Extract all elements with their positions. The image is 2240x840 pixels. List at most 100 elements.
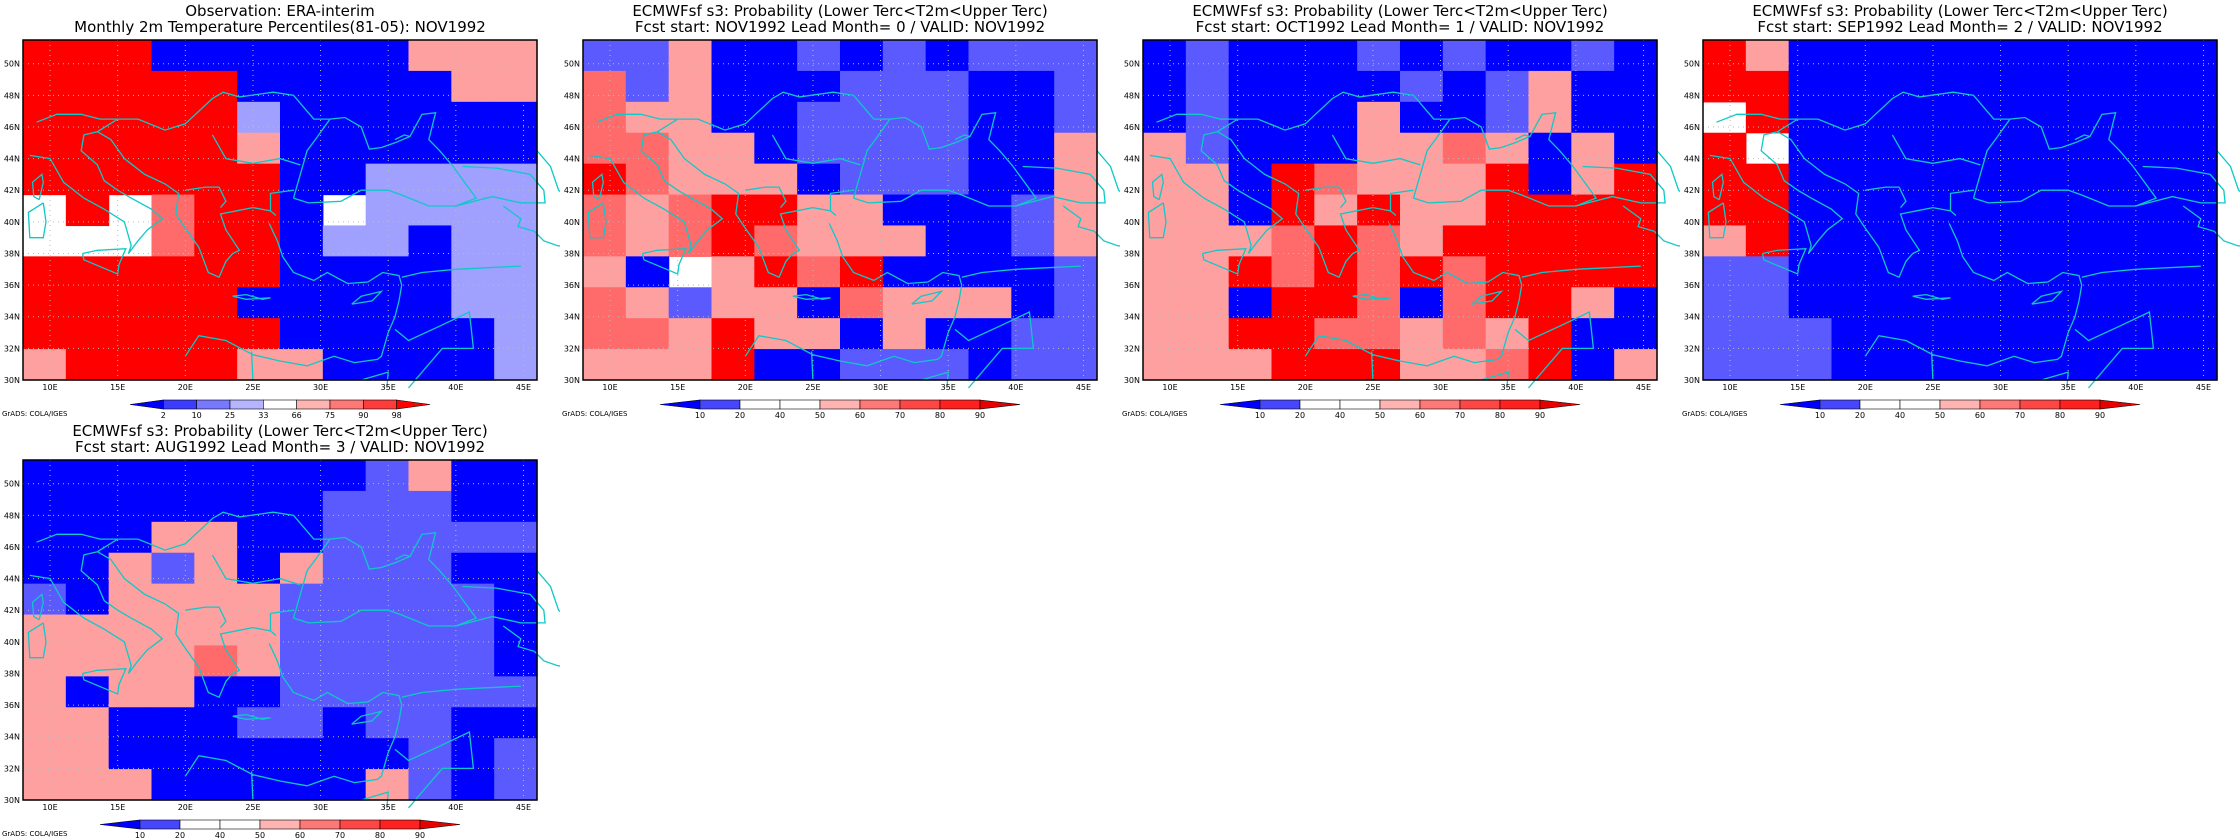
grid-cell: [494, 521, 538, 554]
lon-tick-label: 30E: [1993, 383, 2008, 392]
lon-tick-label: 20E: [1858, 383, 1873, 392]
grid-cell: [322, 163, 367, 196]
grid-cell: [365, 707, 410, 739]
grid-cell: [668, 194, 713, 227]
grid-cell: [23, 676, 67, 708]
colorbar-label: 40: [775, 411, 785, 420]
grid-cell: [1874, 256, 1918, 288]
grid-cell: [1442, 163, 1487, 196]
grid-cell: [1788, 256, 1833, 288]
lat-tick-label: 42N: [1684, 186, 1700, 195]
grid-cell: [1271, 349, 1315, 381]
grid-cell: [108, 676, 153, 708]
colorbar-segment: [1539, 399, 1581, 410]
lat-tick-label: 46N: [1124, 123, 1140, 132]
coastline: [1156, 113, 1238, 123]
coastline: [455, 585, 546, 627]
grid-cell: [1143, 256, 1187, 288]
grid-cell: [1011, 132, 1055, 165]
coastline: [954, 325, 1000, 342]
grid-cell: [108, 521, 153, 554]
grid-cell: [322, 552, 367, 585]
grid-cell: [1228, 132, 1273, 165]
grid-cell: [1485, 225, 1530, 257]
grid-cell: [1614, 132, 1658, 165]
grid-cell: [2088, 40, 2132, 72]
colorbar: 10 20 40 50 60 70 80 90: [99, 819, 461, 840]
colorbar-label: 80: [2055, 411, 2065, 420]
grid-cell: [583, 318, 627, 350]
grid-cell: [968, 70, 1012, 103]
grid-cell: [151, 676, 195, 708]
coastline: [968, 311, 1035, 389]
grid-cell: [494, 101, 538, 134]
grid-cell: [1917, 256, 1961, 288]
grid-cell: [968, 132, 1012, 165]
lat-tick-label: 32N: [4, 344, 20, 353]
grid-cell: [2088, 132, 2132, 165]
grid-cell: [23, 349, 67, 381]
coastline: [1305, 186, 1347, 209]
grid-cell: [151, 256, 195, 288]
grid-cell: [1917, 225, 1961, 257]
grid-cell: [1703, 318, 1747, 350]
grid-cell: [1788, 70, 1833, 103]
panel-map: 10E 15E 20E 25E 30E 35E 40E 45E 50N 48N 46N 44N 42N 4…: [4, 459, 560, 840]
grid-cell: [108, 40, 153, 72]
grid-cell: [237, 490, 281, 523]
grid-cell: [711, 318, 755, 350]
grid-cell: [151, 70, 195, 103]
grid-cell: [1745, 225, 1790, 257]
panel-subtitle: Monthly 2m Temperature Percentiles(81-05…: [74, 18, 486, 36]
lat-tick-label: 48N: [1684, 91, 1700, 100]
grads-credit: GrADS: COLA/IGES: [1682, 410, 1748, 418]
grads-credit: GrADS: COLA/IGES: [2, 410, 68, 418]
colorbar-label: 50: [255, 831, 265, 840]
coastline: [1352, 293, 1391, 300]
grid-cell: [2045, 225, 2090, 257]
lon-tick-label: 15E: [1230, 383, 1245, 392]
grid-cell: [668, 287, 713, 319]
grid-cell: [1054, 132, 1098, 165]
grid-cell: [925, 225, 970, 257]
grid-cell: [882, 225, 927, 257]
grid-cell: [625, 132, 670, 165]
grid-cells: [23, 40, 538, 381]
lat-tick-label: 34N: [4, 313, 20, 322]
colorbar-segment: [379, 819, 421, 830]
grid-cell: [1314, 225, 1358, 257]
grid-cell: [237, 101, 281, 134]
lat-tick-label: 40N: [564, 218, 580, 227]
coastline: [361, 371, 389, 388]
colorbar-label: 50: [815, 411, 825, 420]
coastline: [351, 290, 384, 305]
colorbar-segment: [419, 819, 461, 830]
grid-cell: [1831, 256, 1875, 288]
panel-map: 10E 15E 20E 25E 30E 35E 40E 45E 50N 48N 46N 44N 42N 4…: [564, 39, 1120, 420]
grid-cell: [1011, 101, 1055, 134]
grid-cell: [1143, 287, 1187, 319]
grid-cell: [668, 349, 713, 381]
grid-cell: [108, 101, 153, 134]
grid-cell: [1528, 287, 1572, 319]
grid-cell: [23, 738, 67, 770]
grid-cell: [237, 287, 281, 319]
grid-cell: [451, 40, 495, 72]
grid-cell: [668, 40, 713, 72]
lat-tick-label: 34N: [564, 313, 580, 322]
colorbar-segment: [979, 399, 1021, 410]
grid-cell: [1054, 70, 1098, 103]
grid-cell: [840, 256, 884, 288]
grid-cell: [2002, 40, 2047, 72]
grid-cell: [1314, 40, 1358, 72]
grid-cell: [1357, 40, 1401, 72]
grid-cell: [494, 40, 538, 72]
coastline: [1389, 189, 1414, 211]
colorbar-label: 90: [975, 411, 985, 420]
grid-cell: [194, 676, 238, 708]
grid-cell: [754, 287, 798, 319]
grid-cell: [1485, 101, 1530, 134]
grid-cell: [1917, 101, 1961, 134]
lon-tick-label: 25E: [1365, 383, 1380, 392]
grid-cell: [65, 552, 110, 585]
